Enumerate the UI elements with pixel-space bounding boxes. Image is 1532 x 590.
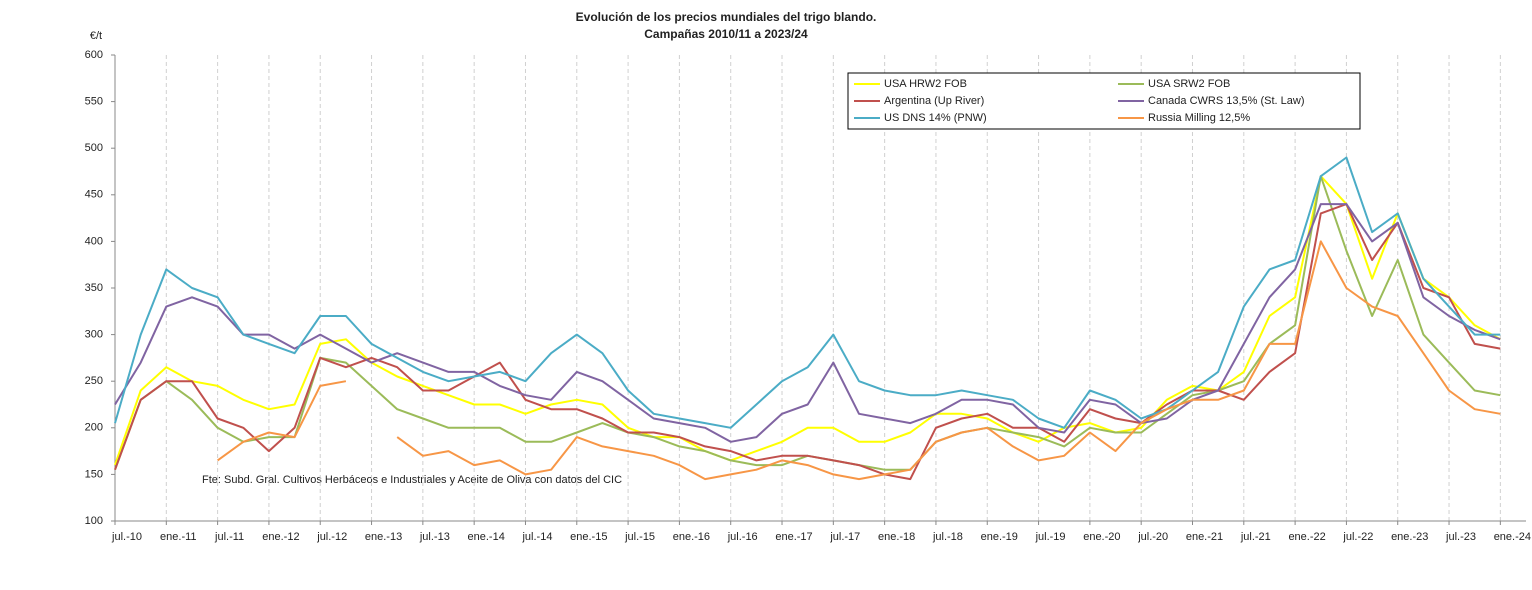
x-tick-label: ene.-18 xyxy=(878,531,915,543)
series-line xyxy=(217,240,1501,481)
legend-label: Canada CWRS 13,5% (St. Law) xyxy=(1148,95,1305,107)
legend-label: USA SRW2 FOB xyxy=(1148,78,1230,90)
y-tick-label: 150 xyxy=(85,468,103,480)
y-tick-label: 100 xyxy=(85,515,103,527)
series-line xyxy=(114,203,1501,481)
x-tick-label: ene.-15 xyxy=(570,531,607,543)
x-tick-label: jul.-14 xyxy=(521,531,552,543)
x-tick-label: ene.-14 xyxy=(468,531,505,543)
legend-label: Russia Milling 12,5% xyxy=(1148,112,1250,124)
y-tick-label: 300 xyxy=(85,329,103,341)
x-tick-label: ene.-21 xyxy=(1186,531,1223,543)
y-tick-label: 500 xyxy=(85,142,103,154)
x-tick-label: jul.-20 xyxy=(1137,531,1168,543)
legend-label: Argentina (Up River) xyxy=(884,95,984,107)
x-tick-label: jul.-16 xyxy=(727,531,758,543)
y-tick-label: 250 xyxy=(85,375,103,387)
x-tick-label: jul.-12 xyxy=(316,531,347,543)
x-tick-label: ene.-12 xyxy=(262,531,299,543)
legend-box xyxy=(847,72,1361,130)
x-tick-label: ene.-24 xyxy=(1494,531,1531,543)
chart-title: Evolución de los precios mundiales del t… xyxy=(576,10,877,24)
x-tick-label: jul.-10 xyxy=(111,531,142,543)
x-tick-label: jul.-19 xyxy=(1035,531,1066,543)
chart-subtitle: Campañas 2010/11 a 2023/24 xyxy=(644,27,808,41)
x-tick-label: ene.-20 xyxy=(1083,531,1120,543)
series-line xyxy=(114,203,1501,443)
y-tick-label: 350 xyxy=(85,282,103,294)
legend-label: US DNS 14% (PNW) xyxy=(884,112,987,124)
y-tick-label: 450 xyxy=(85,189,103,201)
y-tick-label: 200 xyxy=(85,422,103,434)
x-tick-label: jul.-21 xyxy=(1240,531,1271,543)
x-tick-label: ene.-22 xyxy=(1288,531,1325,543)
annotation: Fte: Subd. Gral. Cultivos Herbáceos e In… xyxy=(202,474,622,486)
x-tick-label: ene.-13 xyxy=(365,531,402,543)
x-tick-label: jul.-23 xyxy=(1445,531,1476,543)
y-axis-label: €/t xyxy=(90,30,102,42)
x-tick-label: jul.-18 xyxy=(932,531,963,543)
x-tick-label: jul.-11 xyxy=(214,531,244,543)
series-line xyxy=(114,156,1501,429)
x-tick-label: ene.-17 xyxy=(775,531,812,543)
x-tick-label: ene.-16 xyxy=(673,531,710,543)
x-tick-label: ene.-11 xyxy=(160,531,197,543)
series-line xyxy=(114,175,1501,466)
y-tick-label: 400 xyxy=(85,235,103,247)
x-tick-label: ene.-19 xyxy=(981,531,1018,543)
y-tick-label: 550 xyxy=(85,96,103,108)
x-tick-label: jul.-15 xyxy=(624,531,655,543)
legend-label: USA HRW2 FOB xyxy=(884,78,967,90)
x-tick-label: jul.-22 xyxy=(1342,531,1373,543)
x-tick-label: jul.-17 xyxy=(829,531,860,543)
y-tick-label: 600 xyxy=(85,49,103,61)
x-tick-label: ene.-23 xyxy=(1391,531,1428,543)
x-tick-label: jul.-13 xyxy=(419,531,450,543)
